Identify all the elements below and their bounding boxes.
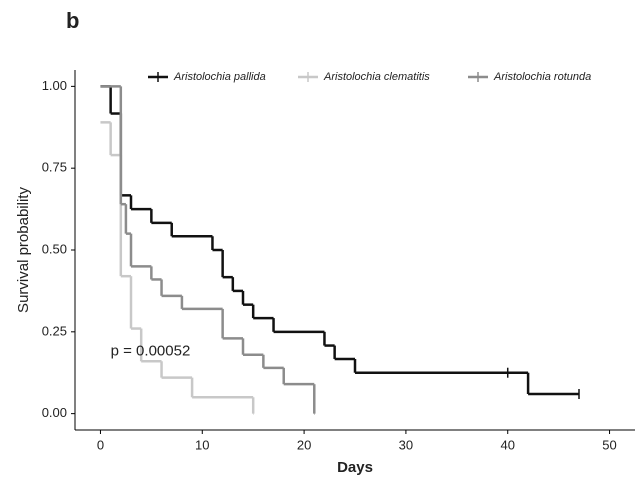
x-tick-label: 20 (297, 437, 311, 452)
panel-label: b (66, 8, 79, 33)
x-tick-label: 40 (500, 437, 514, 452)
legend-label: Aristolochia pallida (173, 71, 266, 83)
x-tick-label: 50 (602, 437, 616, 452)
x-tick-label: 0 (97, 437, 104, 452)
y-axis-label: Survival probability (15, 187, 32, 313)
y-tick-label: 0.50 (42, 241, 67, 256)
x-tick-label: 30 (399, 437, 413, 452)
y-tick-label: 1.00 (42, 78, 67, 93)
legend-label: Aristolochia rotunda (493, 71, 591, 83)
y-tick-label: 0.00 (42, 405, 67, 420)
y-tick-label: 0.25 (42, 323, 67, 338)
y-tick-label: 0.75 (42, 160, 67, 175)
x-tick-label: 10 (195, 437, 209, 452)
annotation: p = 0.00052 (111, 342, 191, 359)
x-axis-label: Days (337, 459, 373, 476)
legend-label: Aristolochia clematitis (323, 71, 430, 83)
